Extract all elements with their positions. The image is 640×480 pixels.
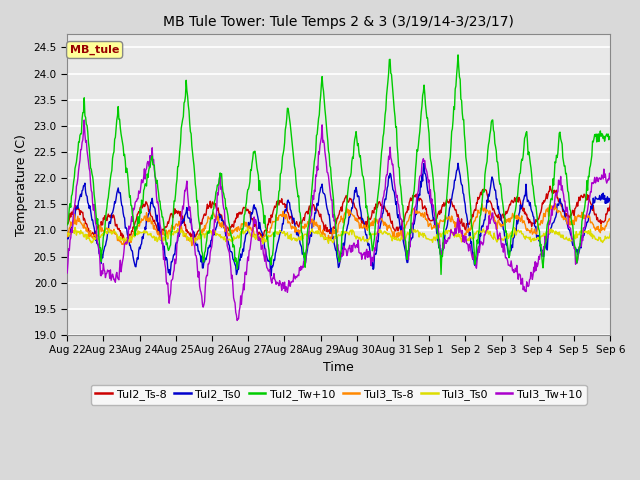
Text: MB_tule: MB_tule: [70, 45, 119, 55]
Y-axis label: Temperature (C): Temperature (C): [15, 134, 28, 236]
Title: MB Tule Tower: Tule Temps 2 & 3 (3/19/14-3/23/17): MB Tule Tower: Tule Temps 2 & 3 (3/19/14…: [163, 15, 514, 29]
X-axis label: Time: Time: [323, 361, 354, 374]
Legend: Tul2_Ts-8, Tul2_Ts0, Tul2_Tw+10, Tul3_Ts-8, Tul3_Ts0, Tul3_Tw+10: Tul2_Ts-8, Tul2_Ts0, Tul2_Tw+10, Tul3_Ts…: [91, 385, 586, 405]
